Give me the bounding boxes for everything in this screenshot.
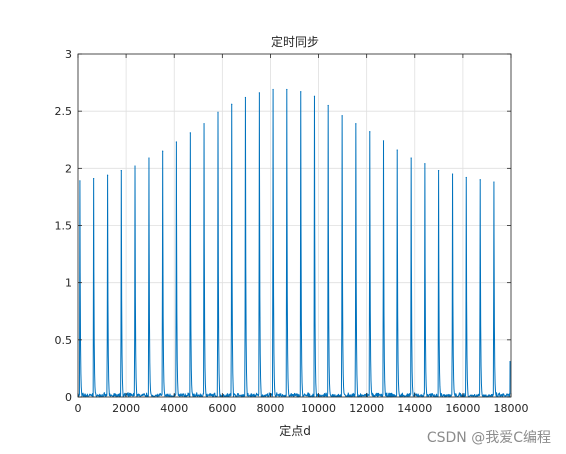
peak-point: [231, 103, 233, 105]
watermark: CSDN @我爱C编程: [427, 430, 551, 446]
peak-point: [79, 180, 81, 182]
x-tick-label: 8000: [256, 402, 284, 415]
x-tick-label: 12000: [349, 402, 384, 415]
x-tick-label: 6000: [208, 402, 236, 415]
peak-point: [396, 149, 398, 151]
peak-point: [258, 92, 260, 94]
peak-point: [465, 176, 467, 179]
peak-point: [437, 170, 440, 172]
x-axis-label: 定点d: [279, 423, 311, 438]
x-tick-label: 0: [75, 402, 82, 415]
series-line: [77, 88, 511, 398]
peak-point: [286, 88, 288, 91]
peak-point: [424, 163, 426, 165]
peak-point: [369, 131, 371, 133]
peak-point: [217, 111, 219, 113]
peak-point: [451, 173, 454, 175]
y-tick-label: 0: [65, 391, 72, 404]
y-tick-label: 1.5: [55, 220, 73, 233]
y-tick-label: 3: [65, 48, 72, 61]
peak-point: [327, 104, 329, 107]
x-tick-label: 4000: [160, 402, 188, 415]
y-tick-label: 2: [65, 162, 72, 175]
peak-point: [382, 140, 385, 142]
peak-point: [341, 115, 343, 117]
peak-point: [189, 132, 191, 134]
peak-point: [479, 179, 481, 181]
peak-point: [410, 157, 412, 159]
x-tick-label: 18000: [494, 402, 529, 415]
y-tick-label: 1: [65, 277, 72, 290]
y-tick-label: 0.5: [55, 334, 73, 347]
peak-point: [106, 174, 109, 176]
peak-point: [300, 91, 302, 93]
peak-point: [175, 141, 177, 143]
peak-point: [355, 123, 357, 125]
peak-point: [148, 157, 150, 159]
y-tick-label: 2.5: [55, 105, 73, 118]
peak-point: [93, 178, 95, 180]
x-tick-label: 10000: [301, 402, 336, 415]
peak-point: [272, 88, 274, 91]
x-tick-label: 14000: [397, 402, 432, 415]
peak-point: [244, 96, 247, 99]
peak-point: [493, 181, 495, 183]
series-layer: [77, 88, 511, 398]
chart-title: 定时同步: [271, 34, 319, 49]
final-point: [509, 360, 511, 363]
peak-point: [134, 165, 136, 167]
tick-marks: [77, 53, 512, 398]
x-tick-label: 2000: [112, 402, 140, 415]
peak-point: [120, 170, 122, 172]
peak-point: [203, 123, 205, 125]
peak-point: [313, 95, 316, 97]
peak-point: [162, 150, 164, 152]
x-tick-labels: 0 2000 4000 6000 8000 10000 12000 14000 16000 180…: [75, 402, 529, 415]
x-tick-label: 16000: [445, 402, 480, 415]
y-tick-labels: 0 0.5 1 1.5 2 2.5 3: [55, 48, 73, 404]
